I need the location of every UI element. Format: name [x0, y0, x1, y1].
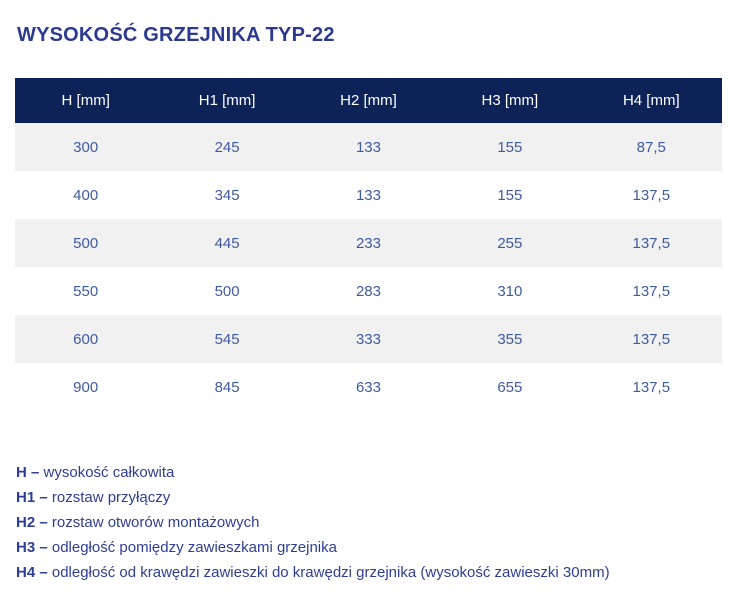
table-cell: 87,5: [636, 138, 666, 156]
table-cell: 233: [355, 234, 381, 252]
table-cell: 137,5: [632, 378, 671, 396]
legend-description: odległość od krawędzi zawieszki do krawę…: [51, 564, 610, 581]
table-cell: 300: [73, 138, 99, 156]
table-cell: 137,5: [632, 186, 671, 204]
table-row: 500 445 233 255 137,5: [15, 219, 722, 267]
page-title: WYSOKOŚĆ GRZEJNIKA TYP-22: [17, 24, 335, 47]
table-cell: 550: [73, 282, 99, 300]
table-cell: 155: [497, 186, 523, 204]
table-cell: 445: [214, 234, 240, 252]
header-cell-h4: H4 [mm]: [580, 78, 722, 123]
table-cell: 333: [355, 330, 381, 348]
table-cell: 310: [497, 282, 523, 300]
table-cell: 545: [214, 330, 240, 348]
table-cell: 245: [214, 138, 240, 156]
legend-item-h4: H4 – odległość od krawędzi zawieszki do …: [16, 560, 746, 585]
table-cell: 133: [355, 138, 381, 156]
table-cell: 137,5: [632, 234, 671, 252]
table-cell: 155: [497, 138, 523, 156]
table-cell: 655: [497, 378, 523, 396]
table-cell: 500: [73, 234, 99, 252]
table-cell: 900: [73, 378, 99, 396]
table-header-row: H [mm] H1 [mm] H2 [mm] H3 [mm] H4 [mm]: [15, 78, 722, 123]
legend-description: odległość pomiędzy zawieszkami grzejnika: [51, 539, 337, 556]
legend-description: wysokość całkowita: [43, 464, 175, 481]
legend-item-h3: H3 – odległość pomiędzy zawieszkami grze…: [16, 535, 746, 560]
legend-symbol: H3 –: [16, 539, 48, 556]
table-row: 400 345 133 155 137,5: [15, 171, 722, 219]
legend-item-h1: H1 – rozstaw przyłączy: [16, 485, 746, 510]
legend-symbol: H2 –: [16, 514, 48, 531]
table-cell: 633: [355, 378, 381, 396]
legend-symbol: H4 –: [16, 564, 48, 581]
table-cell: 283: [355, 282, 381, 300]
table-cell: 355: [497, 330, 523, 348]
table-row: 300 245 133 155 87,5: [15, 123, 722, 171]
table-cell: 133: [355, 186, 381, 204]
legend-symbol: H1 –: [16, 489, 48, 506]
table-cell: 137,5: [632, 330, 671, 348]
table-cell: 845: [214, 378, 240, 396]
legend-description: rozstaw przyłączy: [51, 489, 171, 506]
legend: H – wysokość całkowita H1 – rozstaw przy…: [16, 460, 746, 585]
table-cell: 600: [73, 330, 99, 348]
legend-description: rozstaw otworów montażowych: [51, 514, 260, 531]
table-cell: 400: [73, 186, 99, 204]
table-row: 900 845 633 655 137,5: [15, 363, 722, 411]
header-cell-h: H [mm]: [15, 78, 157, 123]
header-cell-h1: H1 [mm]: [156, 78, 298, 123]
table-cell: 137,5: [632, 282, 671, 300]
header-cell-h2: H2 [mm]: [297, 78, 440, 123]
legend-symbol: H –: [16, 464, 40, 481]
header-cell-h3: H3 [mm]: [439, 78, 581, 123]
table-row: 600 545 333 355 137,5: [15, 315, 722, 363]
table-row: 550 500 283 310 137,5: [15, 267, 722, 315]
legend-item-h2: H2 – rozstaw otworów montażowych: [16, 510, 746, 535]
table-cell: 500: [214, 282, 240, 300]
table-cell: 255: [497, 234, 523, 252]
legend-item-h: H – wysokość całkowita: [16, 460, 746, 485]
radiator-height-table: H [mm] H1 [mm] H2 [mm] H3 [mm] H4 [mm] 3…: [15, 78, 722, 411]
table-cell: 345: [214, 186, 240, 204]
